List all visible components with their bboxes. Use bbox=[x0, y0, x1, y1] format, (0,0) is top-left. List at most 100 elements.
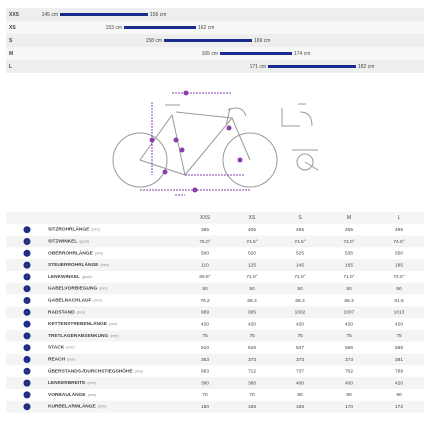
cell: 125 bbox=[248, 262, 256, 268]
letter-badge bbox=[23, 320, 31, 328]
cockpit bbox=[281, 103, 313, 127]
cell: 535 bbox=[345, 251, 353, 257]
letter-badge bbox=[23, 297, 31, 304]
row-bg bbox=[6, 282, 424, 295]
cell: 185 bbox=[395, 262, 403, 268]
cell: 50 bbox=[396, 286, 402, 292]
row-letter: H bbox=[26, 310, 29, 315]
cell: 75 bbox=[202, 333, 208, 339]
column-header: XS bbox=[249, 215, 256, 221]
cell: 550 bbox=[395, 251, 403, 257]
cell: 74.0° bbox=[393, 239, 404, 245]
row-bg bbox=[6, 353, 424, 366]
cell: 71.0° bbox=[343, 274, 354, 280]
row-bg bbox=[6, 341, 424, 354]
row-letter: G bbox=[25, 298, 28, 303]
row-name: RADSTAND (mm) bbox=[48, 310, 85, 316]
row-name-text: TRETLAGERABSENKUNG bbox=[48, 333, 108, 339]
cell: 50 bbox=[202, 286, 208, 292]
row-name: VORBAULÄNGE (mm) bbox=[48, 391, 96, 398]
row-name-text: OBERROHRLÄNGE bbox=[48, 250, 94, 257]
row-letter: N bbox=[26, 380, 29, 385]
cell: 712 bbox=[248, 369, 256, 375]
row-bg bbox=[6, 318, 424, 330]
cell: 71.0° bbox=[294, 274, 305, 280]
row-letter: F bbox=[26, 286, 29, 291]
row-name: SITZROHRLÄNGE (mm) bbox=[48, 226, 100, 233]
row-letter: E bbox=[26, 274, 29, 279]
cell: 74.5° bbox=[246, 239, 257, 245]
cell: 989 bbox=[201, 310, 209, 316]
cell: 528 bbox=[248, 345, 256, 351]
cell: 525 bbox=[296, 251, 304, 257]
cell: 75.0° bbox=[199, 239, 210, 245]
size-label: S bbox=[9, 38, 13, 44]
row-letter: A bbox=[26, 227, 29, 232]
cell: 683 bbox=[201, 369, 209, 375]
cell: 420 bbox=[395, 321, 403, 327]
cell: 995 bbox=[248, 310, 256, 316]
row-bg bbox=[6, 21, 424, 34]
row-name-text: STEUERROHRLÄNGE bbox=[48, 261, 99, 268]
row-unit: (mm) bbox=[88, 393, 96, 397]
row-name: KETTENSTREBENLÄNGE (mm) bbox=[48, 320, 117, 327]
cell: 76.2 bbox=[200, 298, 210, 304]
letter-badge bbox=[23, 344, 31, 352]
cell: 420 bbox=[296, 321, 304, 327]
range-bar bbox=[268, 65, 356, 68]
front-wheel bbox=[222, 132, 278, 188]
row-letter: K bbox=[26, 345, 29, 350]
row-name: STACK (mm) bbox=[48, 345, 75, 351]
row-name: LENKWINKEL (grad) bbox=[48, 274, 92, 280]
row-name: GABELNACHLAUF (mm) bbox=[48, 298, 102, 304]
cell: 400 bbox=[345, 380, 353, 386]
range-bar bbox=[124, 26, 196, 29]
low-label: 153 cm bbox=[106, 25, 122, 31]
cell: 380 bbox=[201, 380, 209, 386]
row-bg bbox=[6, 271, 424, 283]
cell: 145 bbox=[296, 262, 304, 268]
cell: 789 bbox=[395, 369, 403, 375]
column-header: XXS bbox=[200, 215, 211, 221]
row-letter: L bbox=[26, 357, 29, 362]
row-name-text: STACK bbox=[48, 345, 65, 351]
crank bbox=[292, 149, 319, 171]
row-bg bbox=[6, 247, 424, 260]
saddle-bars bbox=[165, 104, 247, 117]
letter-badge bbox=[23, 391, 31, 399]
high-label: 169 cm bbox=[254, 38, 270, 44]
row-name-text: GABELVORBIEGUNG bbox=[48, 286, 97, 292]
cell: 68.3 bbox=[247, 298, 257, 304]
row-name-text: ÜBERSTANDS-/DURCHSTIEGSHÖHE bbox=[48, 368, 133, 375]
cell: 71.0° bbox=[246, 274, 257, 280]
column-header: S bbox=[298, 215, 302, 221]
cell: 500 bbox=[201, 251, 209, 257]
cell: 90 bbox=[346, 392, 352, 398]
row-unit: (mm) bbox=[93, 298, 101, 302]
cell: 566 bbox=[345, 345, 353, 351]
cell: 50 bbox=[249, 286, 255, 292]
chainring bbox=[296, 153, 314, 171]
cell: 75 bbox=[297, 333, 303, 339]
row-unit: (mm) bbox=[135, 369, 143, 373]
row-name-text: KURBELARMLÄNGE bbox=[48, 403, 97, 410]
row-unit: (mm) bbox=[109, 322, 117, 326]
cell: 75 bbox=[346, 333, 352, 339]
row-unit: (mm) bbox=[100, 263, 108, 267]
cell: 70 bbox=[202, 392, 208, 398]
cell: 1002 bbox=[295, 310, 306, 316]
row-bg bbox=[6, 235, 424, 248]
row-name: GABELVORBIEGUNG (mm) bbox=[48, 286, 108, 292]
cell: 520 bbox=[248, 251, 256, 257]
row-bg bbox=[6, 400, 424, 413]
cell: 381 bbox=[395, 357, 403, 363]
cell: 373 bbox=[248, 357, 256, 363]
letter-badge bbox=[23, 249, 31, 257]
cell: 68.3 bbox=[344, 298, 354, 304]
cell: 1013 bbox=[394, 310, 405, 316]
column-header: L bbox=[398, 215, 401, 221]
row-bg bbox=[6, 330, 424, 342]
row-letter: M bbox=[25, 369, 29, 374]
cell: 1007 bbox=[344, 310, 355, 316]
letter-badge bbox=[23, 367, 31, 375]
